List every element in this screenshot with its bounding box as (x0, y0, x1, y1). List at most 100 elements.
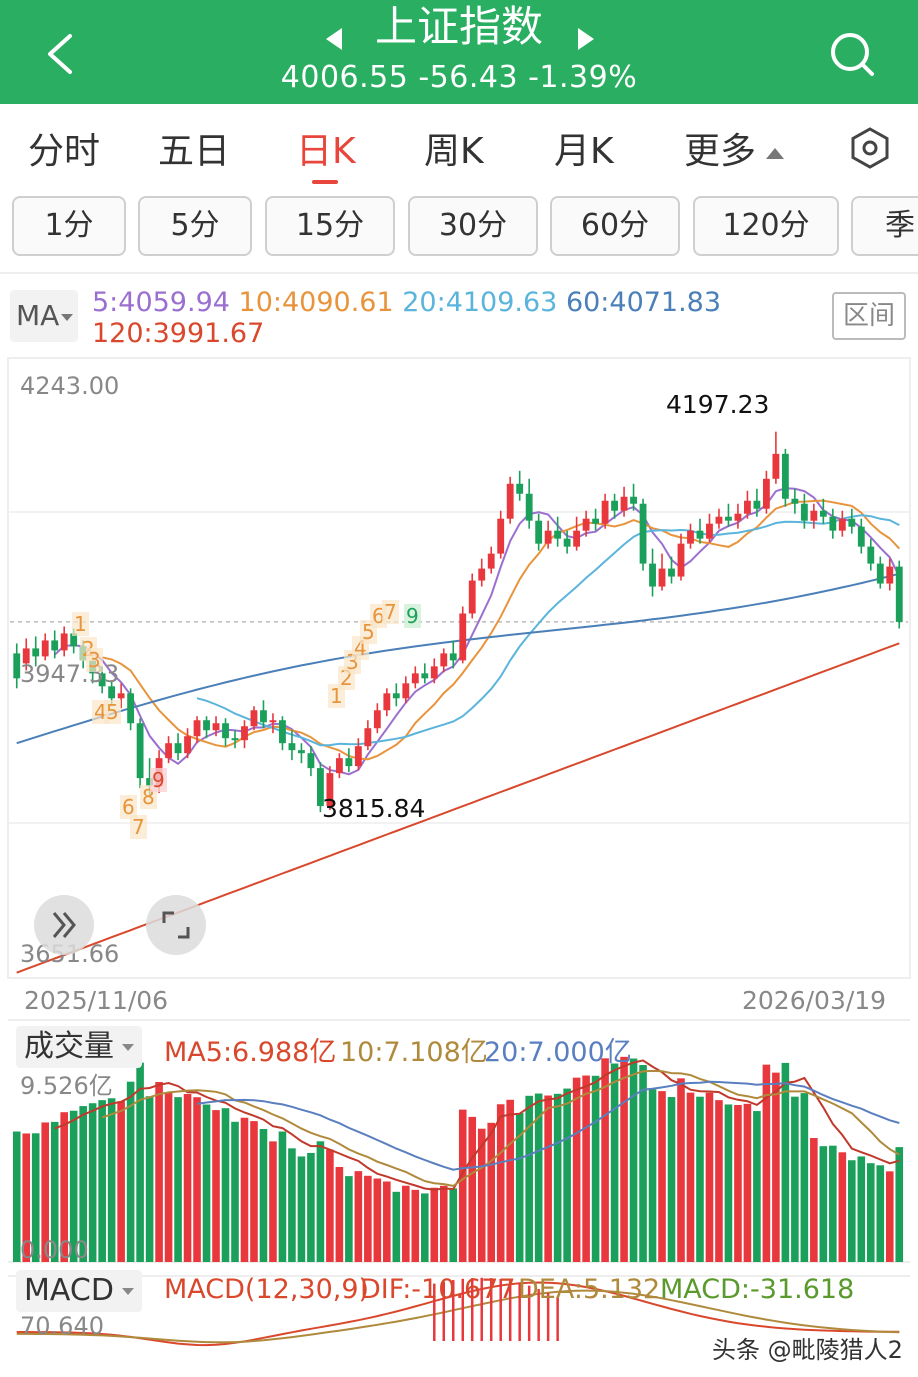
volume-ma-lines (54, 1059, 900, 1191)
candle-body (279, 720, 286, 744)
tab-fenshi[interactable]: 分时 (28, 131, 101, 172)
candle-body (117, 693, 125, 699)
candle-body (544, 530, 552, 544)
volume-bar (639, 1065, 647, 1262)
candle-body (108, 686, 116, 699)
volume-bar (582, 1075, 590, 1262)
volume-ma10: 10:7.108亿 (340, 1037, 488, 1068)
chevron-left-icon[interactable] (40, 30, 80, 78)
sequence-marker-down: 6 (120, 795, 137, 819)
tab-more-label: 更多 (684, 131, 757, 172)
candle-body (411, 673, 419, 684)
volume-bar (12, 1131, 21, 1262)
candle-body (772, 453, 780, 479)
candle-body (203, 720, 210, 731)
subtab-15min[interactable]: 15分 (265, 196, 395, 256)
tab-day-k[interactable]: 日K (296, 131, 356, 172)
candle-body (715, 516, 723, 524)
search-icon[interactable] (828, 30, 876, 78)
expand-button[interactable] (34, 895, 94, 955)
tab-wuri[interactable]: 五日 (158, 131, 231, 172)
volume-bar (316, 1141, 325, 1262)
macd-value: MACD:-31.618 (660, 1274, 855, 1305)
volume-bar (696, 1096, 704, 1262)
candle-body (497, 518, 505, 554)
candle-body (222, 723, 229, 739)
volume-selector[interactable]: 成交量 (16, 1026, 142, 1068)
subtab-60min[interactable]: 60分 (550, 196, 680, 256)
volume-bar (335, 1167, 344, 1262)
sequence-marker-up: 7 (382, 600, 399, 624)
candle-body (468, 580, 476, 614)
macd-selector[interactable]: MACD (16, 1270, 142, 1312)
next-index-icon[interactable] (578, 28, 594, 50)
index-quote: 4006.55 -56.43 -1.39% (280, 60, 638, 95)
volume-bar (496, 1104, 505, 1262)
subtab-120min[interactable]: 120分 (693, 196, 839, 256)
volume-bar (79, 1106, 87, 1262)
volume-bar (155, 1082, 163, 1262)
volume-ma5: MA5:6.988亿 (164, 1037, 337, 1068)
ma-selector[interactable]: MA (10, 290, 78, 342)
candle-body (364, 728, 372, 747)
volume-bar (221, 1108, 230, 1262)
kline-chart[interactable] (0, 356, 918, 1377)
volume-bar (345, 1176, 353, 1262)
volume-bar (259, 1129, 268, 1262)
candle-body (781, 453, 789, 499)
candle-body (136, 723, 144, 779)
caret-up-icon (766, 147, 785, 159)
candle-body (592, 518, 600, 524)
candle-body (668, 568, 675, 577)
sequence-marker-down: 5 (104, 700, 121, 724)
volume-bar (117, 1101, 125, 1262)
sequence-marker-down: 1 (72, 612, 89, 636)
macd-dea: DEA:5.132 (518, 1274, 661, 1305)
candle-body (345, 758, 353, 767)
candle-body (506, 483, 514, 519)
ma20-value: 20:4109.63 (402, 287, 558, 318)
candle-body (241, 726, 248, 741)
header-bar: 上证指数 4006.55 -56.43 -1.39% (0, 0, 918, 104)
volume-bar (392, 1191, 401, 1262)
candle-body (231, 738, 239, 741)
settings-icon[interactable] (848, 126, 892, 170)
high-annotation: 4197.23 (666, 390, 770, 419)
volume-bar (60, 1112, 68, 1262)
candle-body (895, 566, 903, 622)
volume-bar (364, 1175, 372, 1262)
candle-body (762, 478, 770, 509)
candle-body (876, 563, 884, 584)
tab-more[interactable]: 更多 (684, 122, 785, 174)
candle-body (326, 773, 334, 807)
volume-bar (885, 1171, 894, 1262)
volume-bar (686, 1092, 695, 1262)
subtab-5min[interactable]: 5分 (138, 196, 252, 256)
volume-bar (326, 1149, 334, 1262)
volume-bar (810, 1137, 818, 1262)
subtab-30min[interactable]: 30分 (408, 196, 538, 256)
volume-bars (12, 1056, 904, 1262)
subtab-1min[interactable]: 1分 (12, 196, 126, 256)
range-button[interactable]: 区间 (832, 292, 906, 340)
volume-bar (658, 1091, 666, 1262)
subtab-season[interactable]: 季 (851, 196, 918, 256)
candle-body (658, 568, 666, 587)
period-tabs: 分时 五日 日K 周K 月K 更多 (0, 104, 918, 188)
volume-bar (449, 1188, 458, 1262)
candle-body (478, 568, 486, 581)
fullscreen-button[interactable] (146, 895, 206, 955)
volume-bar (231, 1121, 239, 1262)
candle-body (459, 613, 467, 661)
tab-month-k[interactable]: 月K (554, 131, 614, 172)
tab-week-k[interactable]: 周K (424, 131, 484, 172)
previous-index-icon[interactable] (326, 28, 342, 50)
candle-body (601, 500, 609, 524)
volume-bar (677, 1078, 685, 1262)
volume-bar (269, 1141, 277, 1262)
candle-body (269, 720, 277, 723)
volume-bar (791, 1096, 799, 1262)
volume-bar (107, 1098, 116, 1262)
volume-bar (591, 1075, 600, 1262)
candle-body (193, 720, 201, 737)
